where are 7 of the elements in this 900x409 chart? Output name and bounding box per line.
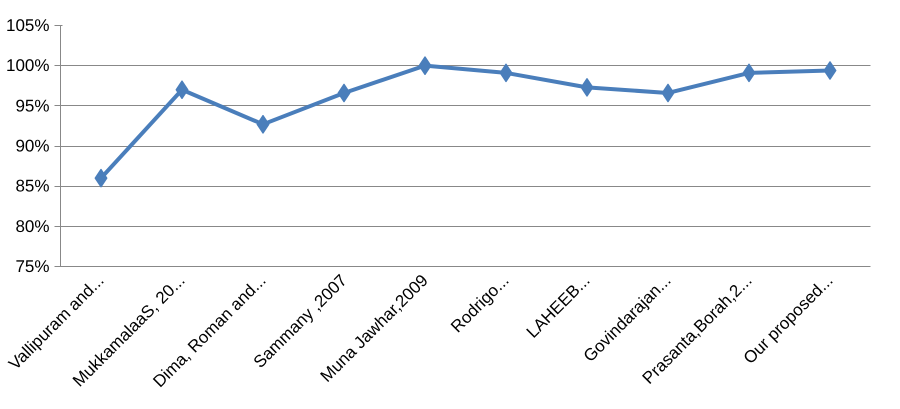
y-tick-label: 75% (15, 257, 50, 276)
y-tick-label: 90% (15, 136, 50, 156)
y-tick-label: 100% (6, 56, 50, 76)
y-tick-label: 95% (15, 96, 50, 116)
y-tick-label: 105% (6, 16, 50, 35)
y-tick-label: 85% (15, 176, 50, 196)
y-tick-label: 80% (15, 216, 50, 236)
